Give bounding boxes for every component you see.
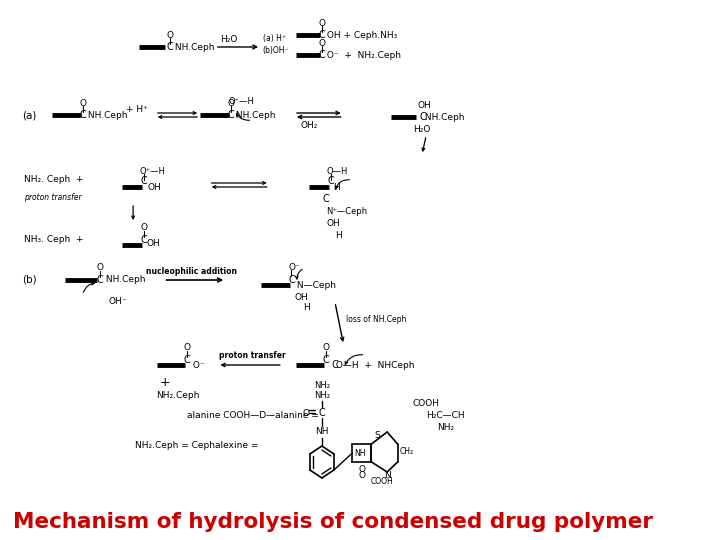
Text: O: O bbox=[79, 98, 86, 107]
Text: O⁺—H: O⁺—H bbox=[229, 98, 255, 106]
Text: C: C bbox=[327, 176, 334, 186]
Text: H₂O: H₂O bbox=[220, 36, 238, 44]
Text: NH₂.Ceph: NH₂.Ceph bbox=[156, 390, 200, 400]
Text: H: H bbox=[302, 302, 310, 312]
Text: O: O bbox=[227, 98, 234, 107]
Text: nucleophilic addition: nucleophilic addition bbox=[146, 267, 237, 276]
Text: O: O bbox=[359, 464, 366, 474]
Text: C: C bbox=[288, 275, 294, 285]
Text: NH.Ceph: NH.Ceph bbox=[172, 43, 215, 51]
Text: (a): (a) bbox=[22, 110, 36, 120]
Text: NH.Ceph: NH.Ceph bbox=[422, 112, 464, 122]
Text: H: H bbox=[333, 183, 340, 192]
Text: C: C bbox=[140, 235, 147, 245]
Text: + H⁺: + H⁺ bbox=[126, 105, 148, 114]
Text: O: O bbox=[318, 38, 325, 48]
Text: O: O bbox=[302, 408, 310, 417]
Text: NH: NH bbox=[354, 449, 366, 457]
Text: O: O bbox=[166, 30, 173, 39]
Text: C: C bbox=[323, 355, 330, 365]
Text: C: C bbox=[323, 194, 330, 204]
Text: NH₃. Ceph  +: NH₃. Ceph + bbox=[24, 235, 84, 245]
Text: O—H  +  NHCeph: O—H + NHCeph bbox=[333, 361, 415, 369]
Text: OH: OH bbox=[147, 183, 161, 192]
Text: +: + bbox=[160, 375, 171, 388]
Text: (b): (b) bbox=[22, 275, 37, 285]
Text: NH₂. Ceph  +: NH₂. Ceph + bbox=[24, 176, 84, 185]
Text: C: C bbox=[329, 360, 338, 370]
Text: NH.Ceph: NH.Ceph bbox=[233, 111, 276, 119]
Text: N—Ceph: N—Ceph bbox=[294, 280, 336, 289]
Text: proton transfer: proton transfer bbox=[24, 192, 82, 201]
Text: H₂C—CH: H₂C—CH bbox=[426, 410, 465, 420]
Text: C: C bbox=[96, 275, 104, 285]
Text: proton transfer: proton transfer bbox=[219, 350, 286, 360]
Text: NH.Ceph: NH.Ceph bbox=[103, 275, 145, 285]
Text: O⁺—H: O⁺—H bbox=[139, 166, 165, 176]
Text: O: O bbox=[140, 224, 147, 233]
Text: C: C bbox=[318, 50, 325, 60]
Text: OH: OH bbox=[294, 293, 307, 301]
FancyArrowPatch shape bbox=[84, 282, 94, 292]
Text: NH₂: NH₂ bbox=[438, 422, 455, 431]
Text: NH₂.Ceph = Cephalexine =: NH₂.Ceph = Cephalexine = bbox=[135, 441, 258, 449]
Text: H: H bbox=[335, 231, 342, 240]
Text: O: O bbox=[323, 343, 330, 353]
Text: O⁻: O⁻ bbox=[289, 262, 300, 272]
Text: COOH: COOH bbox=[413, 399, 440, 408]
Text: NH₂: NH₂ bbox=[314, 390, 330, 400]
Text: OH: OH bbox=[326, 219, 340, 227]
Text: OH⁻: OH⁻ bbox=[109, 298, 127, 307]
Text: C: C bbox=[166, 42, 173, 52]
Text: C: C bbox=[318, 30, 325, 40]
Text: OH₂: OH₂ bbox=[300, 120, 318, 130]
Text: N⁺—Ceph: N⁺—Ceph bbox=[326, 206, 367, 215]
Text: (a) H⁺: (a) H⁺ bbox=[263, 35, 286, 44]
Text: NH₂: NH₂ bbox=[314, 381, 330, 390]
Text: O⁻  +  NH₂.Ceph: O⁻ + NH₂.Ceph bbox=[325, 51, 402, 59]
Text: NH: NH bbox=[315, 428, 328, 436]
Text: CH₂: CH₂ bbox=[400, 448, 413, 456]
Text: C: C bbox=[79, 110, 86, 120]
Text: C: C bbox=[228, 110, 234, 120]
Text: O—H: O—H bbox=[326, 167, 348, 177]
Text: loss of NH.Ceph: loss of NH.Ceph bbox=[346, 315, 407, 325]
Text: O: O bbox=[359, 471, 366, 481]
Text: O⁻: O⁻ bbox=[189, 361, 204, 369]
Text: C: C bbox=[419, 112, 426, 122]
FancyArrowPatch shape bbox=[237, 113, 250, 120]
Text: O: O bbox=[184, 343, 191, 353]
Text: (b)OH⁻: (b)OH⁻ bbox=[263, 46, 289, 56]
FancyArrowPatch shape bbox=[345, 355, 363, 365]
Text: C: C bbox=[318, 408, 325, 418]
Text: OH + Ceph.NH₃: OH + Ceph.NH₃ bbox=[325, 30, 397, 39]
Text: S: S bbox=[374, 431, 380, 441]
Text: H₂O: H₂O bbox=[413, 125, 431, 133]
Text: C: C bbox=[184, 355, 190, 365]
FancyArrowPatch shape bbox=[335, 180, 350, 189]
Text: OH: OH bbox=[146, 240, 160, 248]
Text: O: O bbox=[96, 264, 104, 273]
Text: OH: OH bbox=[418, 100, 431, 110]
Text: NH.Ceph: NH.Ceph bbox=[85, 111, 127, 119]
Text: alanine COOH—D—alanine =: alanine COOH—D—alanine = bbox=[187, 410, 319, 420]
Text: COOH: COOH bbox=[371, 477, 393, 487]
Text: N: N bbox=[384, 470, 390, 480]
Text: C: C bbox=[140, 176, 147, 186]
Text: O: O bbox=[318, 18, 325, 28]
Text: Mechanism of hydrolysis of condensed drug polymer: Mechanism of hydrolysis of condensed dru… bbox=[13, 512, 653, 532]
FancyArrowPatch shape bbox=[295, 269, 302, 279]
